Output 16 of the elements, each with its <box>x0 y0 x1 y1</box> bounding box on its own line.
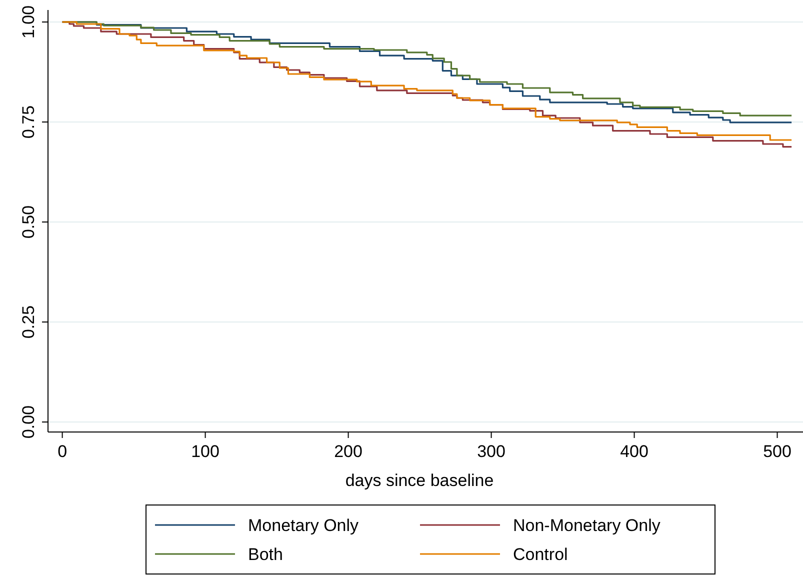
x-tick-label: 0 <box>58 442 68 461</box>
x-tick-label: 300 <box>477 442 506 461</box>
x-tick-label: 100 <box>191 442 220 461</box>
y-tick-label: 1.00 <box>19 5 38 39</box>
x-tick-label: 400 <box>620 442 648 461</box>
y-tick-label: 0.75 <box>19 105 38 139</box>
x-axis-title: days since baseline <box>345 471 494 490</box>
y-tick-label: 0.50 <box>19 205 38 239</box>
y-tick-label: 0.00 <box>19 405 38 439</box>
legend-label: Control <box>513 545 568 564</box>
y-tick-label: 0.25 <box>19 305 38 339</box>
legend-label: Non-Monetary Only <box>513 516 661 535</box>
x-tick-label: 200 <box>334 442 362 461</box>
legend-label: Monetary Only <box>248 516 360 535</box>
x-tick-label: 500 <box>763 442 792 461</box>
legend-label: Both <box>248 545 283 564</box>
